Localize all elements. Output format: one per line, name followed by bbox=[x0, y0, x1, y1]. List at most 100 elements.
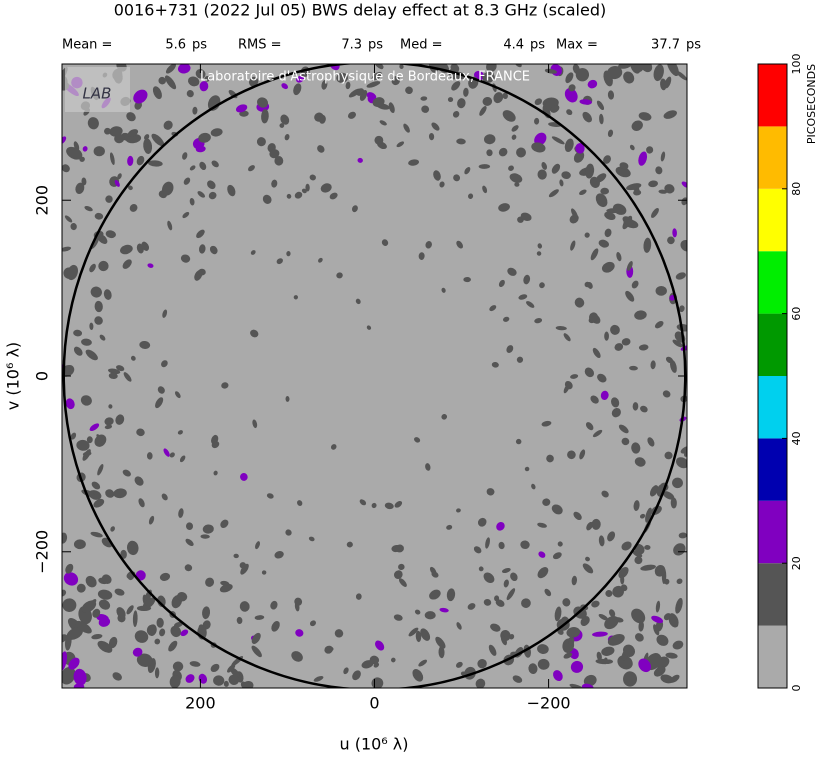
texture-patch bbox=[579, 189, 587, 196]
texture-patch bbox=[456, 661, 463, 668]
texture-patch bbox=[664, 578, 670, 585]
texture-patch bbox=[621, 338, 631, 346]
texture-patch bbox=[132, 647, 143, 657]
texture-patch bbox=[537, 567, 549, 579]
texture-patch bbox=[132, 610, 138, 628]
texture-patch bbox=[173, 621, 183, 628]
texture-patch bbox=[598, 535, 605, 547]
texture-patch bbox=[128, 185, 133, 191]
texture-patch bbox=[631, 442, 641, 454]
texture-patch bbox=[384, 502, 394, 510]
texture-patch bbox=[185, 522, 194, 530]
texture-patch bbox=[664, 451, 673, 460]
texture-patch bbox=[632, 550, 643, 558]
texture-patch bbox=[618, 424, 629, 434]
texture-patch bbox=[600, 187, 610, 195]
texture-patch bbox=[563, 383, 570, 394]
texture-patch bbox=[235, 104, 248, 113]
texture-patch bbox=[490, 623, 501, 632]
texture-patch bbox=[629, 144, 635, 151]
texture-patch bbox=[580, 616, 590, 627]
texture-patch bbox=[570, 374, 579, 379]
texture-patch bbox=[503, 579, 509, 588]
texture-patch bbox=[441, 287, 446, 293]
texture-patch bbox=[587, 79, 598, 89]
texture-patch bbox=[662, 390, 671, 398]
texture-patch bbox=[357, 157, 363, 163]
texture-patch bbox=[509, 634, 515, 640]
texture-patch bbox=[541, 420, 552, 427]
texture-patch bbox=[133, 89, 148, 104]
texture-patch bbox=[561, 171, 571, 179]
texture-patch bbox=[663, 110, 677, 119]
texture-patch bbox=[73, 346, 83, 356]
texture-patch bbox=[366, 325, 372, 330]
texture-patch bbox=[81, 177, 87, 186]
texture-patch bbox=[286, 250, 291, 257]
texture-patch bbox=[640, 64, 653, 73]
texture-patch bbox=[477, 517, 487, 527]
texture-patch bbox=[620, 575, 625, 585]
texture-patch bbox=[463, 87, 469, 97]
texture-patch bbox=[622, 216, 634, 226]
texture-patch bbox=[610, 397, 620, 408]
texture-patch bbox=[523, 274, 531, 285]
texture-patch bbox=[632, 402, 639, 411]
texture-patch bbox=[107, 368, 121, 375]
texture-patch bbox=[595, 658, 611, 665]
texture-patch bbox=[157, 595, 166, 607]
texture-patch bbox=[372, 97, 385, 107]
texture-patch bbox=[534, 132, 547, 146]
texture-patch bbox=[653, 624, 660, 636]
texture-patch bbox=[167, 220, 173, 231]
texture-patch bbox=[65, 563, 74, 574]
texture-patch bbox=[399, 64, 404, 70]
texture-patch bbox=[180, 629, 189, 637]
texture-patch bbox=[655, 285, 667, 296]
texture-patch bbox=[274, 550, 284, 559]
texture-patch bbox=[644, 545, 651, 550]
texture-patch bbox=[670, 497, 677, 509]
texture-patch bbox=[408, 627, 419, 637]
texture-patch bbox=[425, 241, 432, 249]
texture-patch bbox=[498, 541, 505, 550]
texture-patch bbox=[604, 228, 612, 238]
texture-patch bbox=[520, 212, 532, 221]
texture-patch bbox=[178, 508, 184, 518]
texture-patch bbox=[99, 334, 106, 341]
texture-patch bbox=[104, 417, 114, 426]
texture-patch bbox=[199, 81, 209, 92]
texture-patch bbox=[109, 152, 115, 165]
texture-patch bbox=[483, 572, 495, 584]
texture-patch bbox=[676, 457, 687, 469]
texture-patch bbox=[604, 616, 619, 630]
texture-patch bbox=[73, 668, 87, 686]
texture-patch bbox=[80, 395, 92, 406]
texture-patch bbox=[672, 339, 683, 348]
stat-label: Mean = bbox=[62, 38, 112, 53]
texture-patch bbox=[651, 615, 664, 624]
texture-patch bbox=[678, 532, 687, 539]
texture-patch bbox=[62, 532, 68, 544]
colorbar-frame bbox=[757, 63, 788, 689]
texture-patch bbox=[587, 282, 593, 289]
y-tick-label: 200 bbox=[33, 185, 52, 216]
x-tick-label: 0 bbox=[369, 694, 379, 713]
texture-patch bbox=[414, 609, 421, 615]
texture-patch bbox=[544, 68, 557, 74]
texture-patch bbox=[638, 344, 649, 351]
texture-patch bbox=[255, 541, 261, 550]
texture-patch bbox=[207, 180, 216, 190]
texture-patch bbox=[276, 258, 283, 265]
texture-patch bbox=[650, 360, 656, 370]
texture-patch bbox=[154, 638, 161, 645]
stat-unit: ps bbox=[192, 38, 207, 53]
texture-patch bbox=[85, 575, 97, 588]
stat-value: 4.4 bbox=[503, 38, 524, 53]
texture-patch bbox=[114, 133, 125, 144]
texture-patch bbox=[631, 608, 646, 624]
texture-patch bbox=[82, 146, 88, 152]
texture-patch bbox=[309, 620, 317, 627]
texture-patch bbox=[146, 624, 157, 636]
